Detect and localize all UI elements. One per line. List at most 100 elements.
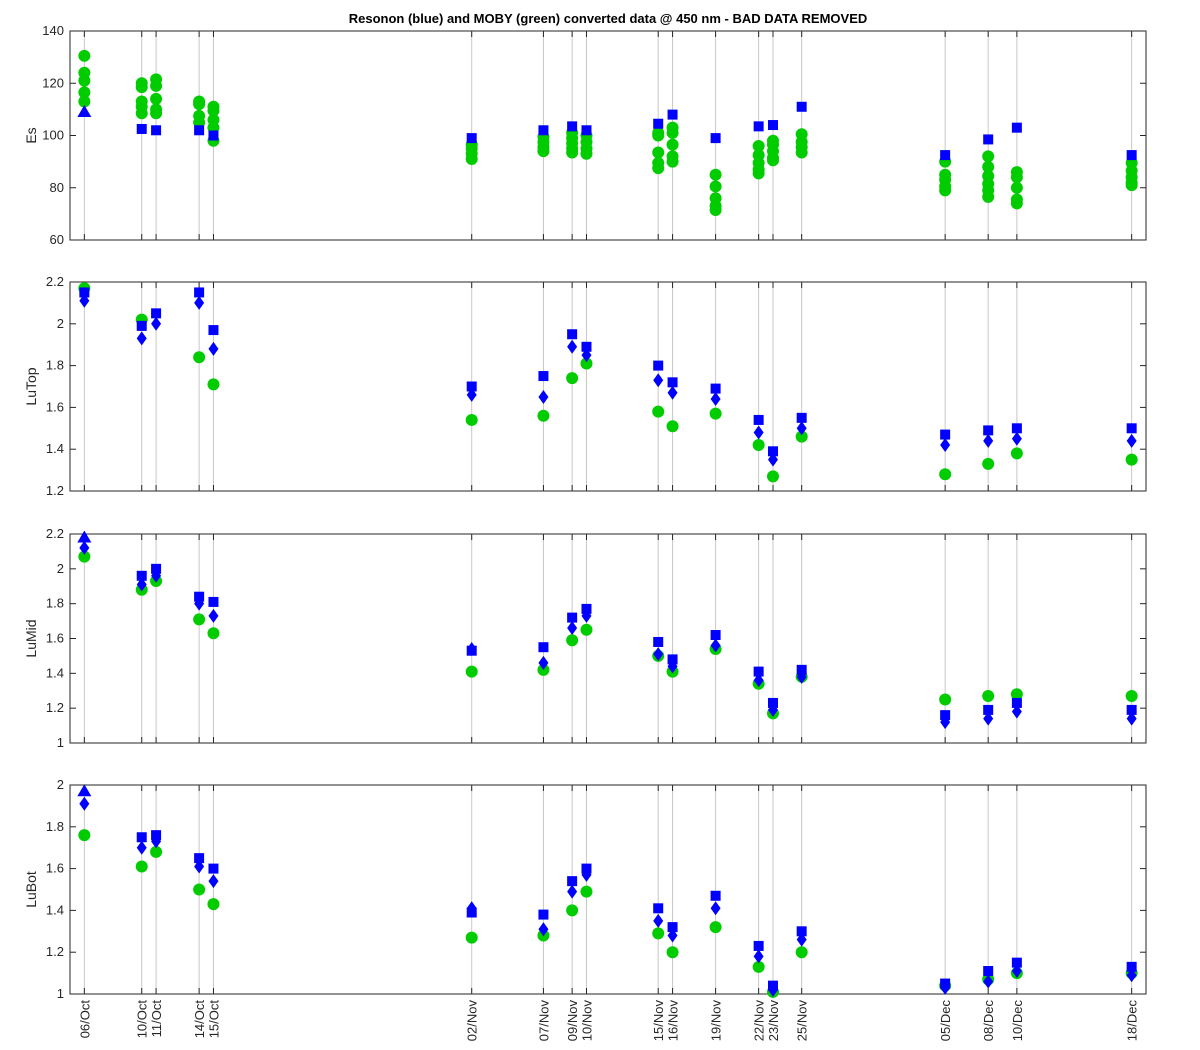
moby-point: [766, 154, 779, 167]
resonon-point-square: [466, 907, 477, 918]
resonon-point-square: [538, 125, 549, 136]
moby-point: [1125, 453, 1138, 466]
resonon-point-square: [136, 123, 147, 134]
x-tick-label: 11/Oct: [149, 1000, 164, 1038]
resonon-point-square: [567, 329, 578, 340]
moby-point: [193, 883, 206, 896]
y-tick-label: 1.2: [46, 483, 64, 498]
resonon-point-diamond: [208, 341, 219, 356]
resonon-point-square: [136, 832, 147, 843]
resonon-point-diamond: [1011, 431, 1022, 446]
moby-point: [982, 190, 995, 203]
moby-point: [465, 153, 478, 166]
moby-point: [652, 405, 665, 418]
resonon-point-square: [796, 926, 807, 937]
moby-point: [666, 946, 679, 959]
resonon-point-square: [767, 120, 778, 131]
moby-point: [666, 420, 679, 433]
resonon-point-square: [538, 371, 549, 382]
x-tick-label: 23/Nov: [766, 1000, 781, 1042]
resonon-point-square: [151, 125, 162, 136]
resonon-point-square: [194, 853, 205, 864]
moby-point: [652, 162, 665, 175]
resonon-point-diamond: [581, 608, 592, 623]
y-tick-label: 60: [50, 232, 64, 247]
y-axis-label: LuBot: [23, 871, 39, 908]
resonon-point-diamond: [194, 295, 205, 310]
plot-area: [69, 784, 1147, 995]
resonon-point-square: [667, 109, 678, 120]
moby-point: [982, 689, 995, 702]
panel-lubot: 1 1.2 1.4 1.6 1.8 2 LuBot: [23, 777, 1147, 1001]
resonon-point-diamond: [653, 373, 664, 388]
resonon-point-square: [767, 446, 778, 457]
x-axis: 06/Oct 10/Oct 11/Oct 14/Oct 15/Oct 02/Nov 07/N…: [77, 1000, 1139, 1042]
y-tick-label: 1.6: [46, 631, 64, 646]
resonon-point-square: [1011, 423, 1022, 434]
resonon-point-diamond: [538, 389, 549, 404]
resonon-point-diamond: [653, 913, 664, 928]
moby-point: [709, 168, 722, 181]
resonon-point-diamond: [667, 928, 678, 943]
resonon-point-square: [208, 325, 219, 336]
y-tick-label: 1: [57, 735, 64, 750]
resonon-point-triangle: [77, 784, 92, 797]
y-tick-label: 1.8: [46, 596, 64, 611]
x-tick-label: 16/Nov: [666, 1000, 681, 1042]
resonon-point-diamond: [136, 840, 147, 855]
resonon-point-square: [796, 412, 807, 423]
moby-point: [1010, 447, 1023, 460]
moby-point: [465, 413, 478, 426]
y-tick-label: 100: [42, 128, 64, 143]
moby-point: [193, 613, 206, 626]
moby-point: [1010, 181, 1023, 194]
y-tick-label: 1.2: [46, 700, 64, 715]
resonon-point-triangle: [77, 104, 92, 117]
moby-point: [193, 98, 206, 111]
resonon-point-triangle: [77, 530, 92, 543]
resonon-point-diamond: [567, 339, 578, 354]
moby-point: [207, 627, 220, 640]
resonon-point-square: [653, 636, 664, 647]
moby-point: [135, 860, 148, 873]
chart-title: Resonon (blue) and MOBY (green) converte…: [349, 11, 868, 26]
resonon-point-diamond: [983, 974, 994, 989]
moby-point: [939, 468, 952, 481]
moby-point: [939, 184, 952, 197]
resonon-point-diamond: [1011, 964, 1022, 979]
plot-area: [69, 30, 1147, 241]
resonon-point-square: [1011, 697, 1022, 708]
resonon-point-diamond: [753, 673, 764, 688]
moby-point: [752, 167, 765, 180]
resonon-point-diamond: [194, 859, 205, 874]
y-tick-label: 1.6: [46, 861, 64, 876]
resonon-point-square: [1011, 957, 1022, 968]
resonon-point-square: [1126, 704, 1137, 715]
moby-point: [150, 845, 163, 858]
moby-point: [566, 372, 579, 385]
moby-point: [766, 470, 779, 483]
y-tick-label: 140: [42, 23, 64, 38]
resonon-point-square: [710, 630, 721, 641]
y-tick-label: 1.4: [46, 902, 64, 917]
resonon-point-square: [538, 909, 549, 920]
resonon-point-square: [753, 414, 764, 425]
moby-point: [982, 160, 995, 173]
y-tick-label: 120: [42, 75, 64, 90]
moby-point: [652, 129, 665, 142]
resonon-point-square: [667, 377, 678, 388]
moby-point: [939, 693, 952, 706]
resonon-point-square: [1126, 150, 1137, 161]
resonon-point-diamond: [940, 715, 951, 730]
resonon-point-square: [653, 360, 664, 371]
resonon-point-square: [653, 903, 664, 914]
y-tick-label: 1: [57, 986, 64, 1001]
resonon-point-diamond: [767, 452, 778, 467]
moby-point: [795, 146, 808, 159]
x-tick-label: 14/Oct: [192, 1000, 207, 1039]
y-tick-label: 2.2: [46, 526, 64, 541]
moby-point: [78, 49, 91, 62]
x-tick-label: 07/Nov: [536, 1000, 551, 1042]
y-tick-label: 1.8: [46, 819, 64, 834]
moby-point: [666, 126, 679, 139]
